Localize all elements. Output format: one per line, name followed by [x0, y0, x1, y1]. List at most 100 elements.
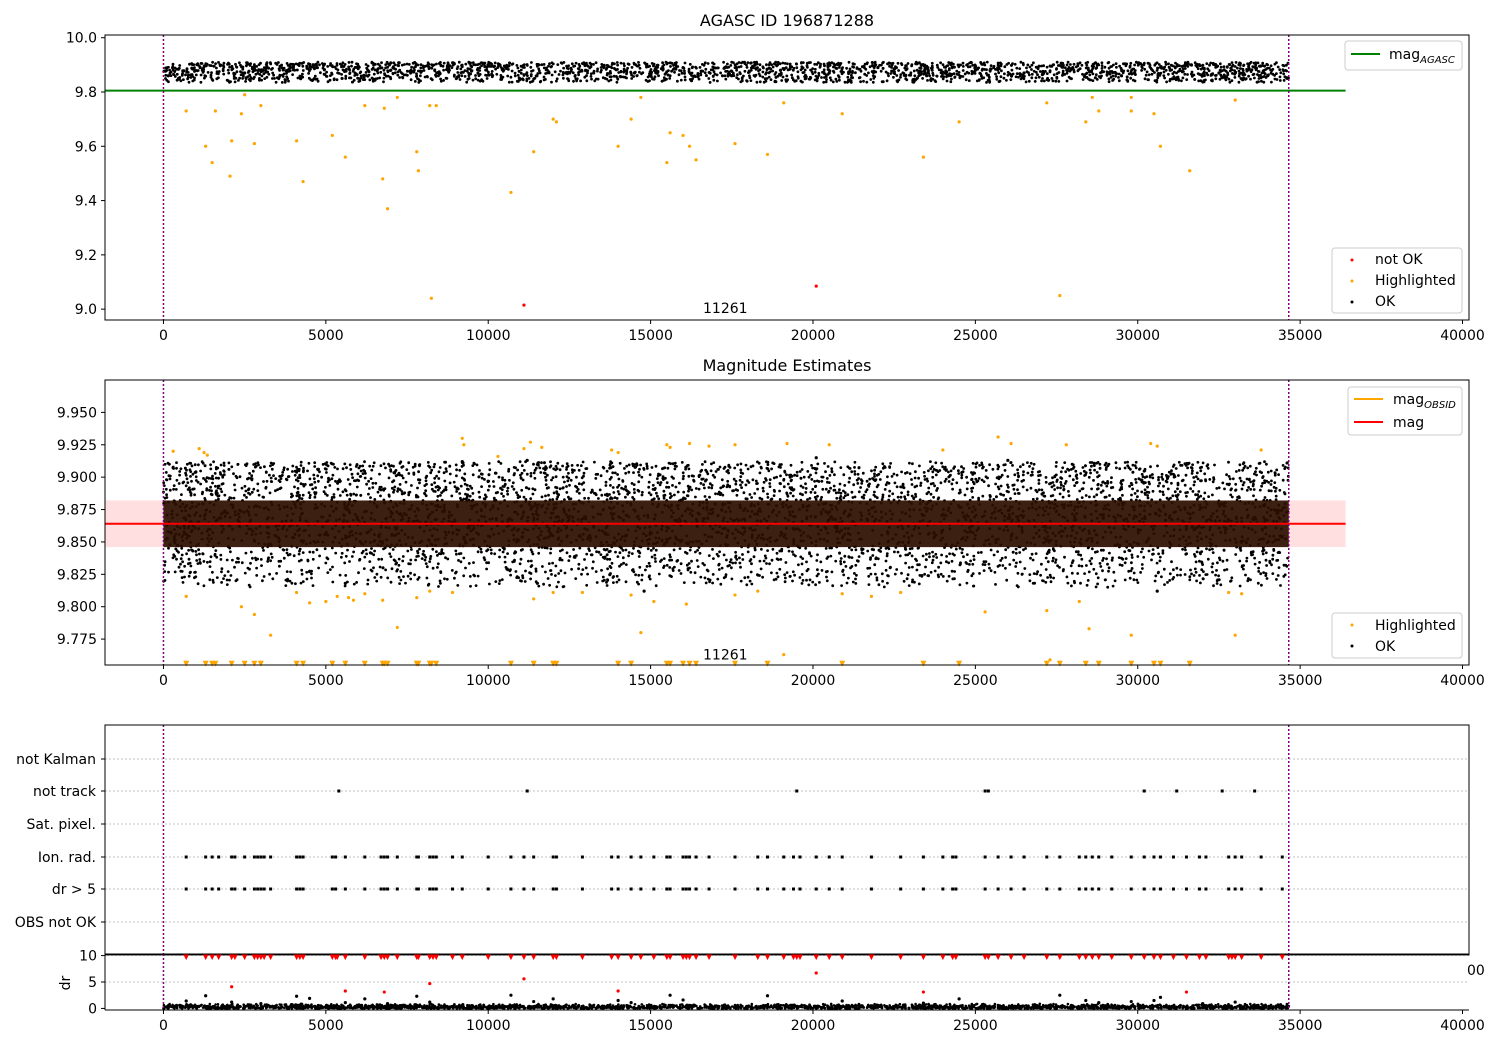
estimates-ok-point: [833, 460, 837, 464]
agasc-ok-point: [978, 78, 981, 82]
agasc-ok-point: [1105, 73, 1109, 76]
agasc-ok-point: [846, 75, 850, 79]
estimates-ok-point: [624, 485, 627, 489]
agasc-ok-point: [1036, 73, 1039, 77]
estimates-ok-point: [185, 552, 189, 556]
agasc-ok-point: [450, 66, 454, 69]
panel-agasc-title: AGASC ID 196871288: [700, 11, 874, 30]
agasc-ok-point: [596, 67, 599, 71]
agasc-ok-point: [690, 74, 693, 77]
agasc-ok-point: [726, 74, 730, 78]
estimates-ok-point: [634, 573, 637, 577]
estimates-ok-point: [500, 492, 503, 495]
agasc-ok-point: [192, 78, 196, 82]
estimates-ok-point: [420, 557, 424, 560]
agasc-ok-point: [931, 77, 935, 81]
estimates-ok-point: [1230, 576, 1234, 580]
agasc-ok-point: [250, 67, 254, 71]
agasc-ok-point: [889, 72, 893, 75]
agasc-ok-point: [780, 79, 784, 82]
agasc-ok-point: [1100, 61, 1104, 65]
estimates-ok-point: [1184, 548, 1187, 552]
estimates-ok-point: [314, 486, 317, 490]
estimates-ok-point: [308, 493, 312, 497]
agasc-ok-point: [860, 65, 864, 69]
estimates-ok-point: [910, 554, 914, 558]
agasc-ok-point: [265, 66, 268, 69]
agasc-ok-point: [1262, 80, 1266, 84]
estimates-ok-point: [641, 490, 644, 494]
agasc-ok-point: [1080, 63, 1084, 67]
agasc-ok-point: [378, 76, 382, 80]
estimates-ok-point: [711, 473, 715, 477]
agasc-ok-point: [510, 69, 514, 73]
agasc-ok-point: [364, 63, 368, 66]
estimates-ok-point: [646, 547, 650, 551]
agasc-ok-point: [813, 67, 817, 71]
agasc-ok-point: [372, 72, 376, 76]
agasc-ok-point: [288, 63, 292, 67]
agasc-highlighted-point: [551, 117, 555, 121]
panel-agasc: AGASC ID 196871288 0 5000 10000 15000 20000 2…: [66, 11, 1485, 344]
estimates-ok-point: [228, 578, 231, 582]
estimates-ok-point: [996, 550, 999, 553]
agasc-ok-point: [492, 64, 495, 68]
estimates-ok-point: [256, 489, 260, 492]
estimates-ok-point: [1062, 485, 1065, 488]
estimates-ok-point: [958, 546, 962, 550]
agasc-ok-point: [1279, 71, 1283, 75]
agasc-ok-point: [739, 80, 743, 84]
estimates-ok-point: [662, 557, 666, 560]
estimates-ok-point: [1032, 462, 1036, 466]
agasc-ok-point: [605, 73, 609, 77]
estimates-ok-point: [1096, 582, 1099, 586]
agasc-ok-point: [712, 78, 716, 82]
estimates-ok-point: [326, 480, 330, 484]
agasc-ok-point: [838, 78, 841, 82]
estimates-ok-point: [1136, 581, 1140, 584]
agasc-ok-point: [244, 77, 248, 80]
agasc-ok-point: [407, 63, 411, 66]
agasc-ok-point: [243, 71, 247, 75]
estimates-ok-point: [895, 568, 899, 571]
agasc-ok-point: [641, 71, 645, 74]
agasc-ok-point: [1205, 71, 1209, 75]
agasc-ok-point: [899, 73, 903, 76]
estimates-ok-point: [1127, 549, 1131, 552]
agasc-ok-point: [1003, 65, 1007, 69]
estimates-ok-point: [397, 563, 401, 567]
agasc-ok-point: [909, 73, 913, 77]
agasc-ok-point: [457, 75, 461, 79]
estimates-ok-point: [709, 469, 713, 473]
agasc-ok-point: [1142, 61, 1146, 65]
estimates-ok-point: [460, 465, 464, 468]
estimates-ok-point: [188, 461, 192, 465]
agasc-ok-point: [1060, 65, 1064, 69]
agasc-ok-point: [190, 67, 194, 70]
estimates-ok-point: [325, 471, 328, 474]
agasc-ok-point: [904, 64, 907, 67]
agasc-ok-point: [689, 79, 693, 83]
estimates-ok-point: [816, 568, 819, 572]
agasc-ok-point: [995, 77, 999, 81]
estimates-ok-point: [230, 465, 234, 469]
agasc-ok-point: [244, 80, 248, 83]
agasc-ok-point: [876, 65, 880, 70]
agasc-ok-point: [774, 60, 778, 64]
agasc-ok-point: [485, 65, 489, 69]
agasc-ok-point: [533, 76, 537, 80]
estimates-ok-point: [852, 483, 856, 487]
agasc-ok-point: [495, 72, 499, 76]
agasc-ok-point: [367, 73, 371, 77]
agasc-ok-point: [1134, 73, 1137, 76]
estimates-ok-point: [918, 563, 921, 567]
agasc-ok-point: [323, 73, 327, 76]
estimates-ok-point: [538, 466, 542, 470]
estimates-ok-point: [554, 564, 558, 568]
agasc-ok-point: [1159, 71, 1163, 75]
agasc-ok-point: [1115, 65, 1118, 69]
agasc-ok-point: [181, 72, 185, 75]
agasc-ok-point: [1041, 73, 1045, 76]
estimates-ok-point: [275, 572, 278, 575]
agasc-ok-point: [980, 74, 983, 77]
